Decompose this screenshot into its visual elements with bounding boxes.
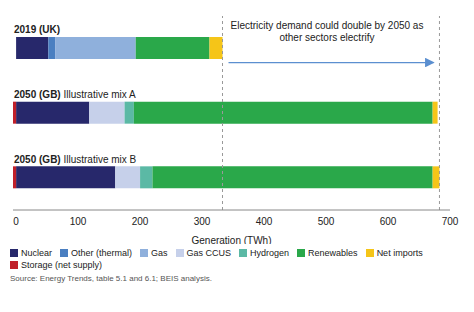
svg-text:400: 400 bbox=[256, 216, 273, 227]
svg-text:600: 600 bbox=[380, 216, 397, 227]
html-text:Renewables: Renewables bbox=[308, 248, 358, 258]
svg-text:500: 500 bbox=[318, 216, 335, 227]
svg-text:2019 (UK): 2019 (UK) bbox=[14, 24, 60, 35]
svg-text:2050 (GB) Illustrative mix A: 2050 (GB) Illustrative mix A bbox=[14, 89, 136, 100]
html-text:Other (thermal): Other (thermal) bbox=[71, 248, 132, 258]
svg-text:0: 0 bbox=[13, 216, 19, 227]
html-text:Nuclear: Nuclear bbox=[21, 248, 52, 258]
svg-text:Generation (TWh): Generation (TWh) bbox=[191, 235, 271, 244]
html-text:Gas CCUS: Gas CCUS bbox=[186, 248, 232, 258]
html-text:Net imports: Net imports bbox=[376, 248, 423, 258]
html-text:Gas: Gas bbox=[151, 248, 168, 258]
svg-text:100: 100 bbox=[70, 216, 87, 227]
svg-text:2050 (GB) Illustrative mix B: 2050 (GB) Illustrative mix B bbox=[14, 154, 137, 165]
svg-text:300: 300 bbox=[194, 216, 211, 227]
html-text:Electricity demand could doubl: Electricity demand could double by 2050 … bbox=[230, 20, 424, 43]
svg-text:200: 200 bbox=[132, 216, 149, 227]
svg-text:700: 700 bbox=[442, 216, 459, 227]
html-text:Hydrogen: Hydrogen bbox=[250, 248, 290, 258]
html-text:Storage (net supply): Storage (net supply) bbox=[21, 260, 102, 270]
html-text:Source: Energy Trends, table 5: Source: Energy Trends, table 5.1 and 6.1… bbox=[10, 274, 212, 283]
